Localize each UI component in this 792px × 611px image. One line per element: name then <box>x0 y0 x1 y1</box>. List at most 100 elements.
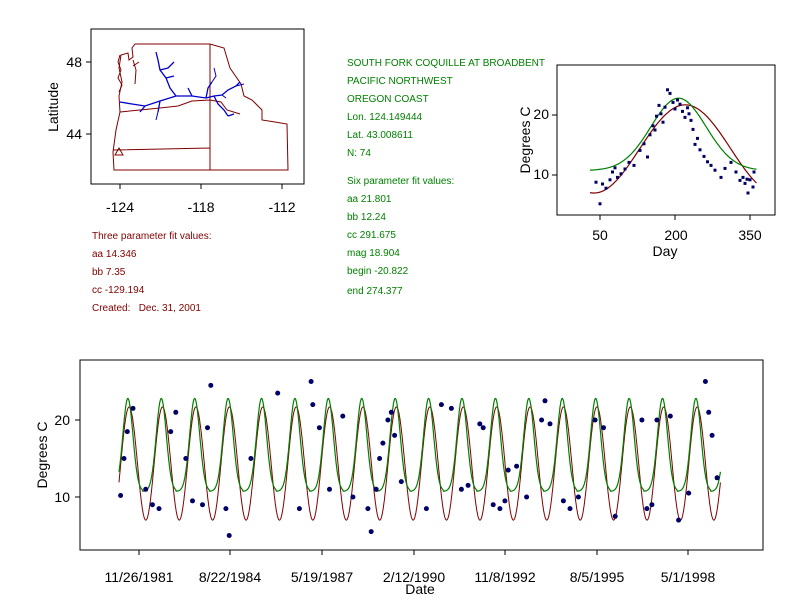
map-panel: -124 -118 -112 48 44 Latitude <box>45 28 305 215</box>
seasonal-point <box>706 160 709 164</box>
seasonal-point <box>646 155 649 159</box>
seasonal-point <box>702 154 706 158</box>
ts-point <box>275 390 281 396</box>
map-ytick-0: 48 <box>66 54 82 70</box>
ts-point <box>667 413 673 419</box>
seasonal-point <box>696 136 699 140</box>
three-param-aa: aa 14.346 <box>92 249 137 260</box>
ts-fit6-curve <box>118 397 721 492</box>
ts-ylabel: Degrees C <box>34 422 50 489</box>
seasonal-point <box>752 170 756 174</box>
three-param-bb: bb 7.35 <box>92 267 126 278</box>
seasonal-point <box>598 202 602 206</box>
ts-point <box>709 432 715 438</box>
site-lon: Lon. 124.149444 <box>347 112 423 123</box>
seasonal-fit6-curve <box>590 97 757 171</box>
ts-point <box>539 417 545 423</box>
seasonal-point <box>616 175 619 179</box>
ts-point <box>392 432 398 438</box>
ts-point <box>118 493 124 498</box>
ts-xtick-2: 5/19/1987 <box>291 569 353 585</box>
seasonal-xtick-1: 200 <box>664 227 688 243</box>
river-network <box>119 51 241 117</box>
ts-point <box>644 506 650 512</box>
ts-point <box>190 498 195 504</box>
timeseries-frame <box>79 359 764 551</box>
seasonal-point <box>655 114 658 118</box>
ts-point <box>124 429 130 435</box>
ts-point <box>183 456 189 461</box>
ts-xlabel: Date <box>405 581 435 597</box>
seasonal-fit3-curve <box>589 104 757 194</box>
map-ytick-1: 44 <box>66 126 82 142</box>
ts-point <box>121 456 127 461</box>
seasonal-point <box>611 170 614 174</box>
ts-point <box>200 502 205 508</box>
seasonal-point <box>687 112 691 116</box>
seasonal-point <box>594 180 598 184</box>
ts-point <box>308 379 314 384</box>
ts-point <box>365 506 371 512</box>
ts-point <box>560 498 566 504</box>
ts-point <box>380 440 386 446</box>
seasonal-point <box>709 163 713 167</box>
ts-point <box>208 382 214 388</box>
ts-point <box>547 421 553 427</box>
seasonal-point <box>719 175 723 179</box>
ts-point <box>385 417 391 423</box>
timeseries-panel: 11/26/1981 8/22/1984 5/19/1987 2/12/1990… <box>34 359 764 597</box>
site-region: PACIFIC NORTHWEST <box>347 76 453 87</box>
ts-point <box>465 482 471 488</box>
seasonal-point <box>613 166 617 170</box>
seasonal-point <box>723 166 727 170</box>
map-frame <box>90 28 305 185</box>
ts-xtick-6: 5/1/1998 <box>661 569 716 585</box>
ts-point <box>458 486 464 492</box>
seasonal-point <box>638 148 642 152</box>
ts-xtick-5: 8/5/1995 <box>570 569 625 585</box>
seasonal-point <box>651 124 655 128</box>
ts-point <box>490 502 496 508</box>
state-boundaries <box>112 44 241 170</box>
seasonal-point <box>746 191 750 195</box>
seasonal-ytick-0: 10 <box>533 166 549 182</box>
ts-point <box>676 517 682 523</box>
seasonal-point <box>683 115 687 119</box>
six-param-title: Six parameter fit values: <box>347 176 455 187</box>
seasonal-point <box>632 163 636 167</box>
seasonal-points <box>594 88 756 206</box>
ts-points <box>118 379 720 538</box>
seasonal-point <box>691 127 695 131</box>
seasonal-point <box>671 100 675 104</box>
ts-point <box>350 494 356 500</box>
seasonal-point <box>741 175 745 179</box>
seasonal-point <box>689 118 693 122</box>
ts-point <box>542 398 548 404</box>
seasonal-point <box>668 91 672 95</box>
seasonal-point <box>743 181 747 185</box>
seasonal-point <box>642 142 646 146</box>
ts-point <box>514 463 520 469</box>
seasonal-point <box>748 178 752 182</box>
seasonal-point <box>751 185 755 189</box>
ts-point <box>296 506 302 512</box>
seasonal-point <box>745 177 749 181</box>
ts-point <box>373 486 379 492</box>
ts-point <box>168 429 174 435</box>
site-n: N: 74 <box>347 148 371 159</box>
river-detail <box>155 67 245 121</box>
ts-xtick-4: 11/8/1992 <box>474 569 535 585</box>
map-ylabel: Latitude <box>45 82 61 132</box>
seasonal-point <box>678 102 682 106</box>
seasonal-point <box>666 88 669 92</box>
seasonal-xtick-2: 350 <box>738 227 762 243</box>
three-param-title: Three parameter fit values: <box>92 231 212 242</box>
seasonal-point <box>657 103 661 107</box>
ts-point <box>505 467 511 473</box>
ts-point <box>702 379 708 384</box>
ts-point <box>156 506 162 512</box>
ts-point <box>714 475 720 481</box>
seasonal-ytick-1: 20 <box>533 106 549 122</box>
ts-point <box>226 533 232 538</box>
ts-point <box>398 479 404 485</box>
